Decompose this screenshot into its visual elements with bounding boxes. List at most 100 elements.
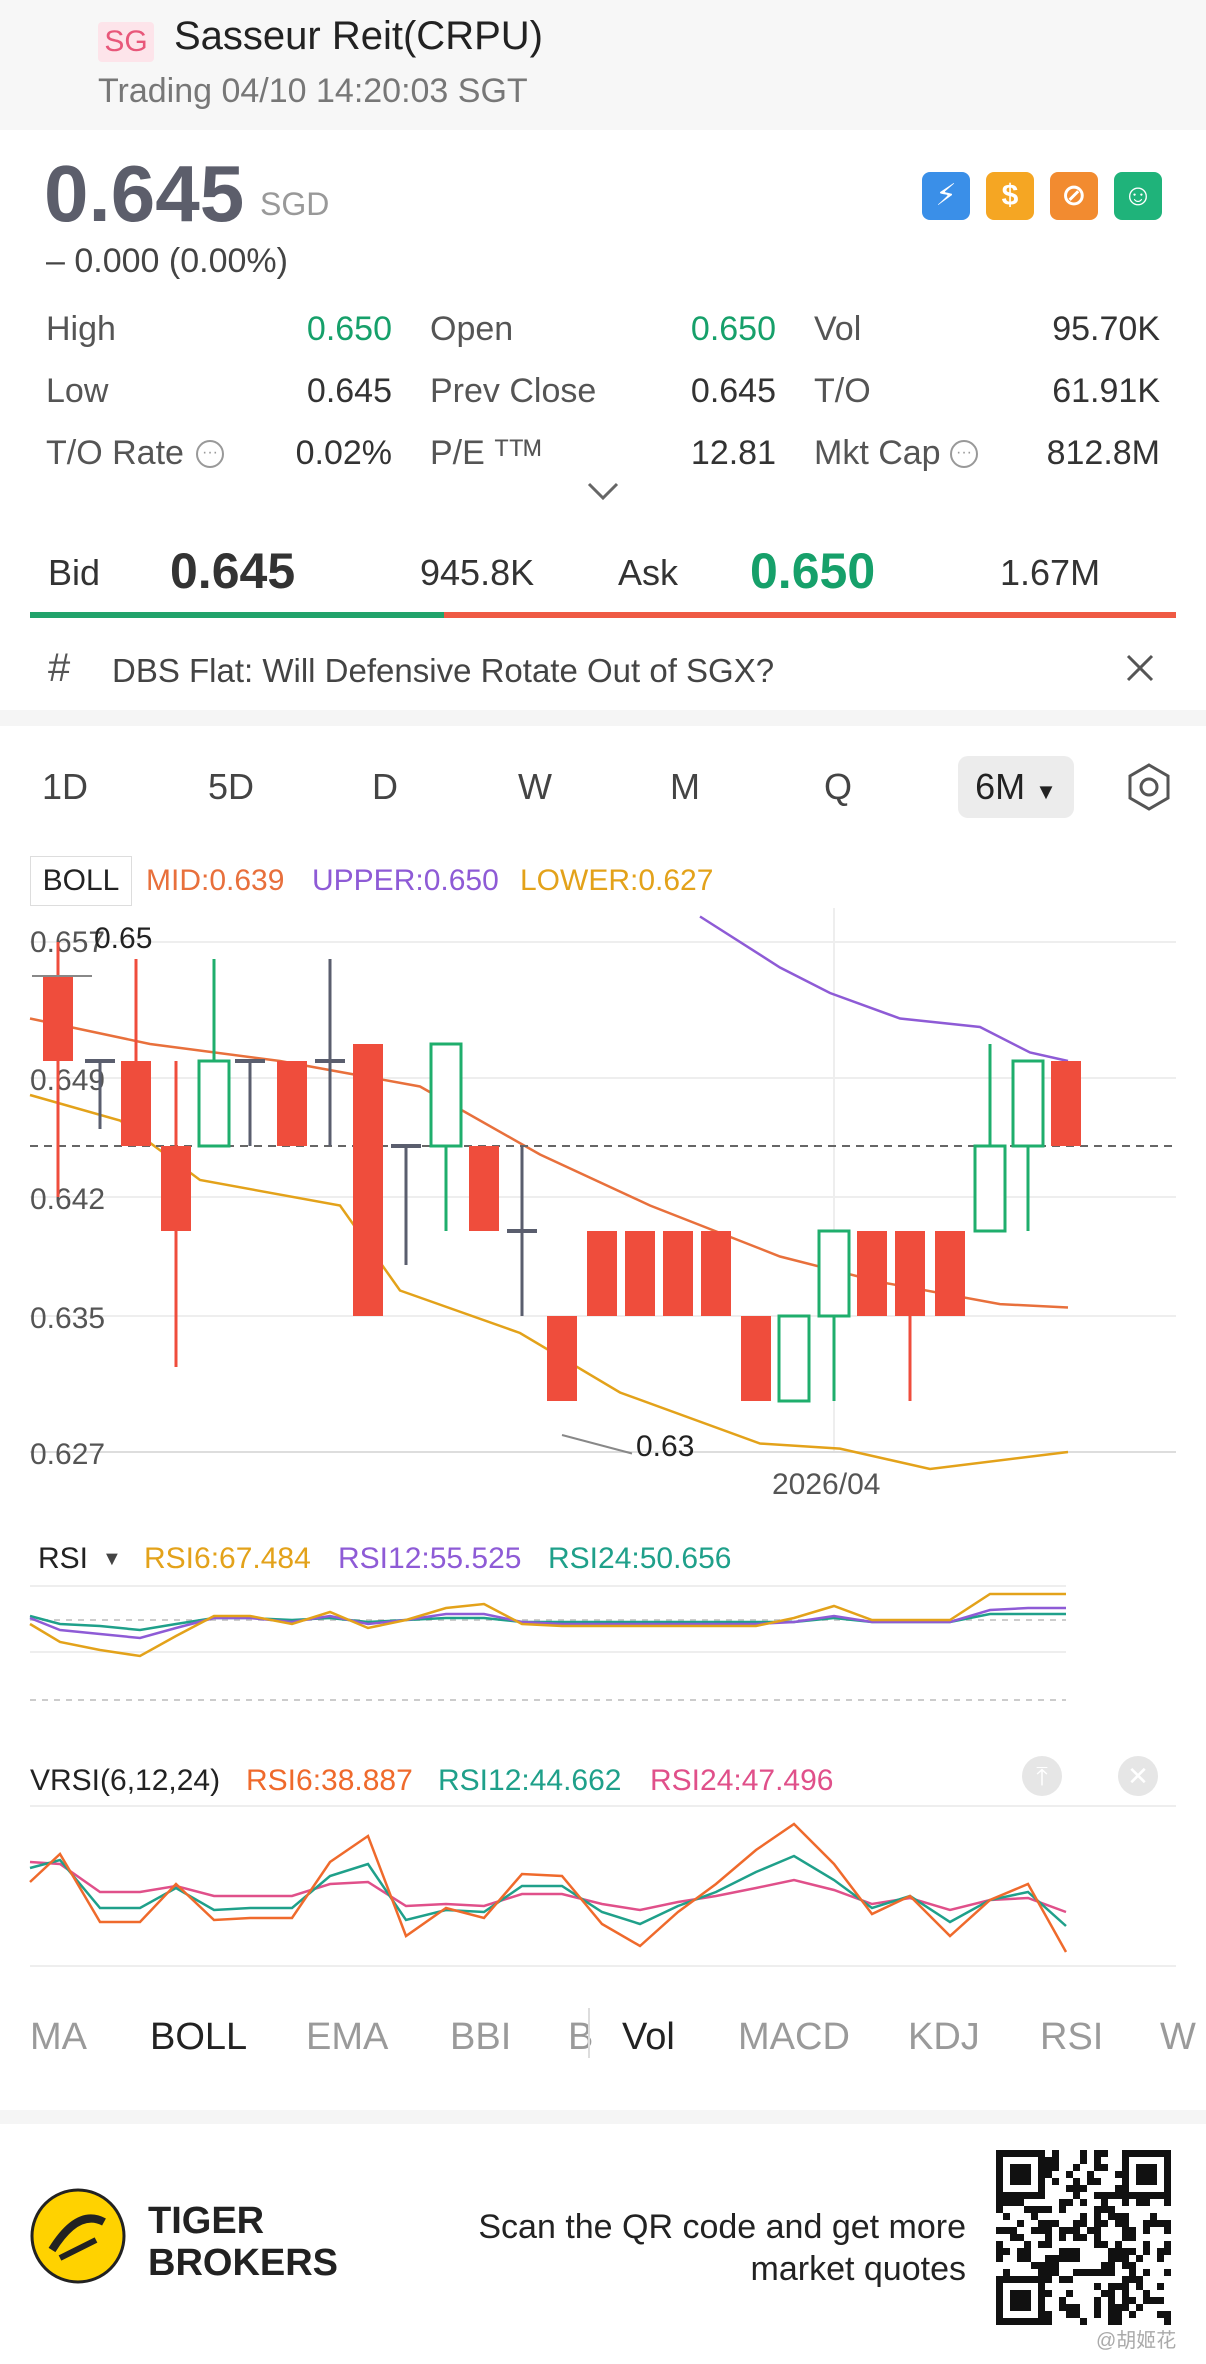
period-1d[interactable]: 1D bbox=[42, 766, 89, 807]
rsi-indicator-label[interactable]: RSI bbox=[38, 1542, 89, 1575]
news-headline[interactable]: DBS Flat: Will Defensive Rotate Out of S… bbox=[112, 652, 775, 689]
qr-module bbox=[1122, 2150, 1129, 2157]
tab-vol[interactable]: Vol bbox=[622, 2016, 675, 2058]
tab-boll[interactable]: BOLL bbox=[150, 2016, 248, 2058]
qr-module bbox=[1164, 2227, 1171, 2234]
vrsi-indicator-label[interactable]: VRSI(6,12,24) bbox=[30, 1764, 221, 1797]
qr-module bbox=[1066, 2227, 1073, 2234]
candle-body bbox=[1051, 1061, 1081, 1146]
boll-upper-line bbox=[699, 915, 1069, 1063]
ask-label: Ask bbox=[618, 552, 679, 593]
stat-value: 0.02% bbox=[295, 434, 392, 472]
high-marker-label: 0.65 bbox=[94, 922, 152, 955]
qr-module bbox=[1143, 2241, 1150, 2248]
qr-module bbox=[1010, 2164, 1017, 2171]
period-w[interactable]: W bbox=[518, 766, 552, 807]
qr-module bbox=[1136, 2171, 1143, 2178]
qr-module bbox=[1136, 2283, 1143, 2290]
qr-module bbox=[1010, 2304, 1017, 2311]
rsi-caret-icon[interactable]: ▼ bbox=[102, 1548, 122, 1570]
qr-module bbox=[1136, 2255, 1143, 2262]
qr-module bbox=[1143, 2248, 1150, 2255]
rsi-chart bbox=[29, 1585, 1066, 1701]
dollar-icon[interactable]: $ bbox=[986, 172, 1034, 220]
footer: TIGER BROKERS Scan the QR code and get m… bbox=[0, 2124, 1206, 2364]
qr-module bbox=[1017, 2290, 1024, 2297]
qr-module bbox=[1038, 2157, 1045, 2164]
no-short-icon[interactable]: ⊘ bbox=[1050, 172, 1098, 220]
qr-module bbox=[1045, 2241, 1052, 2248]
qr-module bbox=[1094, 2206, 1101, 2213]
news-banner[interactable]: # DBS Flat: Will Defensive Rotate Out of… bbox=[0, 636, 1206, 716]
candlestick-chart[interactable]: 0.657 0.649 0.642 0.635 0.627 2026/04 0.65 0.63 bbox=[0, 840, 1206, 1510]
info-icon[interactable]: ··· bbox=[196, 440, 224, 468]
qr-module bbox=[1101, 2150, 1108, 2157]
qr-module bbox=[1059, 2297, 1066, 2304]
qr-module bbox=[1066, 2248, 1073, 2255]
qr-module bbox=[1150, 2164, 1157, 2171]
qr-module bbox=[1122, 2255, 1129, 2262]
y-tick-label: 0.627 bbox=[30, 1438, 105, 1471]
close-icon[interactable] bbox=[1122, 650, 1158, 686]
qr-module bbox=[1066, 2311, 1073, 2318]
qr-module bbox=[1122, 2248, 1129, 2255]
tab-kdj[interactable]: KDJ bbox=[908, 2016, 980, 2058]
boll-upper-value: UPPER:0.650 bbox=[312, 864, 499, 897]
qr-module bbox=[1122, 2304, 1129, 2311]
period-6m-dropdown[interactable]: 6M ▼ bbox=[958, 756, 1074, 818]
qr-module bbox=[996, 2297, 1003, 2304]
qr-module bbox=[1143, 2164, 1150, 2171]
stat-value: 812.8M bbox=[1046, 434, 1160, 472]
qr-module bbox=[1122, 2199, 1129, 2206]
qr-module bbox=[1024, 2318, 1031, 2325]
tab-macd[interactable]: MACD bbox=[738, 2016, 850, 2058]
tab-ma[interactable]: MA bbox=[30, 2016, 87, 2058]
tab-bbi[interactable]: BBI bbox=[450, 2016, 512, 2058]
settings-icon[interactable] bbox=[1124, 762, 1174, 812]
qr-module bbox=[996, 2171, 1003, 2178]
lightning-icon[interactable]: ⚡ bbox=[922, 172, 970, 220]
qr-module bbox=[1164, 2185, 1171, 2192]
stat-label: Open bbox=[430, 310, 514, 348]
qr-module bbox=[1059, 2199, 1066, 2206]
qr-module bbox=[1122, 2171, 1129, 2178]
qr-module bbox=[1073, 2164, 1080, 2171]
period-d[interactable]: D bbox=[372, 766, 398, 807]
pin-top-icon[interactable]: ⤒ bbox=[1022, 1756, 1062, 1796]
qr-module bbox=[1115, 2185, 1122, 2192]
tab-ema[interactable]: EMA bbox=[306, 2016, 389, 2058]
low-marker-line bbox=[561, 1434, 633, 1455]
brand-line-2: BROKERS bbox=[148, 2242, 339, 2284]
info-icon[interactable]: ··· bbox=[950, 440, 978, 468]
y-tick-label: 0.635 bbox=[30, 1302, 105, 1335]
qr-module bbox=[1059, 2227, 1066, 2234]
boll-mid-value: MID:0.639 bbox=[146, 864, 285, 897]
qr-module bbox=[1115, 2220, 1122, 2227]
qr-module bbox=[1010, 2290, 1017, 2297]
qr-module bbox=[1017, 2255, 1024, 2262]
expand-chevron-icon[interactable] bbox=[585, 480, 621, 504]
qr-module bbox=[1094, 2269, 1101, 2276]
tab-rsi[interactable]: RSI bbox=[1040, 2016, 1104, 2058]
candle-body bbox=[197, 1059, 231, 1148]
qr-module bbox=[1108, 2283, 1115, 2290]
qr-module bbox=[1038, 2150, 1045, 2157]
qr-module bbox=[1143, 2297, 1150, 2304]
stat-value: 0.650 bbox=[690, 310, 776, 348]
candle-body bbox=[353, 1044, 383, 1316]
cash-hand-icon[interactable]: ☺ bbox=[1114, 172, 1162, 220]
remove-indicator-icon[interactable]: ✕ bbox=[1118, 1756, 1158, 1796]
tab-w[interactable]: W bbox=[1160, 2016, 1196, 2058]
period-5d[interactable]: 5D bbox=[208, 766, 255, 807]
boll-indicator-label[interactable]: BOLL bbox=[30, 856, 132, 906]
qr-module bbox=[1017, 2248, 1024, 2255]
qr-module bbox=[1136, 2199, 1143, 2206]
stat-label: Vol bbox=[814, 310, 862, 348]
period-m[interactable]: M bbox=[670, 766, 700, 807]
qr-module bbox=[1157, 2283, 1164, 2290]
qr-module bbox=[1031, 2206, 1038, 2213]
qr-module bbox=[1031, 2318, 1038, 2325]
qr-module bbox=[1038, 2304, 1045, 2311]
qr-module bbox=[1122, 2185, 1129, 2192]
period-q[interactable]: Q bbox=[824, 766, 853, 807]
